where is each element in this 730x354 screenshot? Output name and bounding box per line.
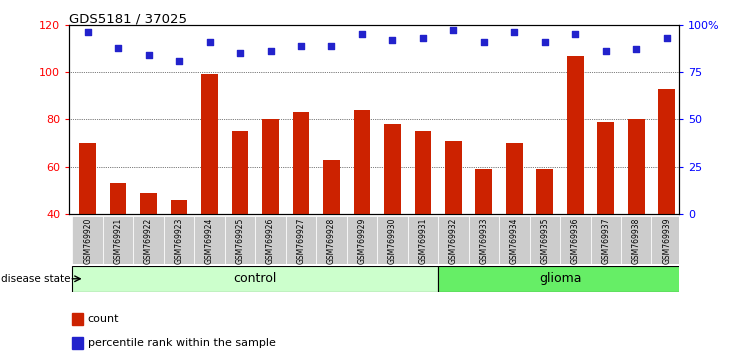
Text: GSM769921: GSM769921 bbox=[114, 217, 123, 264]
Text: GSM769920: GSM769920 bbox=[83, 217, 92, 264]
Text: control: control bbox=[234, 272, 277, 285]
Bar bbox=[651, 216, 682, 264]
Point bbox=[204, 39, 215, 45]
Text: GSM769925: GSM769925 bbox=[236, 217, 245, 264]
Point bbox=[265, 48, 277, 54]
Text: GSM769931: GSM769931 bbox=[418, 217, 427, 264]
Text: GSM769936: GSM769936 bbox=[571, 217, 580, 264]
Bar bbox=[377, 216, 407, 264]
Bar bbox=[469, 216, 499, 264]
Bar bbox=[560, 216, 591, 264]
Text: percentile rank within the sample: percentile rank within the sample bbox=[88, 338, 276, 348]
Bar bbox=[347, 216, 377, 264]
Bar bbox=[323, 160, 340, 309]
Text: GSM769928: GSM769928 bbox=[327, 217, 336, 264]
Bar bbox=[384, 124, 401, 309]
Bar bbox=[537, 169, 553, 309]
Text: GSM769922: GSM769922 bbox=[144, 217, 153, 264]
Bar bbox=[262, 119, 279, 309]
Bar bbox=[591, 216, 621, 264]
Text: GSM769938: GSM769938 bbox=[631, 217, 641, 264]
Bar bbox=[506, 143, 523, 309]
Text: GSM769937: GSM769937 bbox=[602, 217, 610, 264]
Point bbox=[417, 35, 429, 41]
Text: count: count bbox=[88, 314, 119, 324]
Bar bbox=[134, 216, 164, 264]
Bar bbox=[567, 56, 584, 309]
Point bbox=[509, 29, 520, 35]
Point bbox=[569, 32, 581, 37]
Bar bbox=[171, 200, 188, 309]
Point bbox=[143, 52, 155, 58]
Point bbox=[234, 50, 246, 56]
Text: GSM769939: GSM769939 bbox=[662, 217, 671, 264]
Bar bbox=[255, 216, 285, 264]
Text: glioma: glioma bbox=[539, 272, 581, 285]
Point bbox=[82, 29, 93, 35]
Text: GDS5181 / 37025: GDS5181 / 37025 bbox=[69, 12, 188, 25]
Point bbox=[447, 28, 459, 33]
Point bbox=[387, 37, 399, 43]
Bar bbox=[415, 131, 431, 309]
Bar bbox=[597, 122, 614, 309]
Bar bbox=[293, 112, 310, 309]
Bar bbox=[164, 216, 194, 264]
Bar bbox=[225, 216, 256, 264]
Text: GSM769923: GSM769923 bbox=[174, 217, 183, 264]
Text: GSM769930: GSM769930 bbox=[388, 217, 397, 264]
Text: GSM769927: GSM769927 bbox=[296, 217, 305, 264]
Text: GSM769935: GSM769935 bbox=[540, 217, 549, 264]
Text: GSM769933: GSM769933 bbox=[480, 217, 488, 264]
Point bbox=[600, 48, 612, 54]
Point bbox=[631, 47, 642, 52]
Point bbox=[112, 45, 124, 50]
Text: GSM769932: GSM769932 bbox=[449, 217, 458, 264]
Bar bbox=[658, 89, 675, 309]
Text: GSM769926: GSM769926 bbox=[266, 217, 275, 264]
Bar bbox=[316, 216, 347, 264]
Bar bbox=[285, 216, 316, 264]
Point bbox=[478, 39, 490, 45]
Text: disease state: disease state bbox=[1, 274, 71, 284]
Bar bbox=[529, 216, 560, 264]
Bar bbox=[499, 216, 529, 264]
Text: GSM769929: GSM769929 bbox=[358, 217, 366, 264]
Point bbox=[173, 58, 185, 64]
Bar bbox=[621, 216, 651, 264]
Bar bbox=[72, 216, 103, 264]
Bar bbox=[475, 169, 492, 309]
Bar bbox=[194, 216, 225, 264]
Point bbox=[326, 43, 337, 48]
Bar bbox=[140, 193, 157, 309]
Bar bbox=[201, 74, 218, 309]
Bar bbox=[353, 110, 370, 309]
Bar bbox=[110, 183, 126, 309]
Bar bbox=[438, 266, 682, 292]
Bar bbox=[72, 266, 438, 292]
Bar bbox=[231, 131, 248, 309]
Point bbox=[356, 32, 368, 37]
Point bbox=[295, 43, 307, 48]
Bar bbox=[407, 216, 438, 264]
Point bbox=[539, 39, 550, 45]
Point bbox=[661, 35, 672, 41]
Bar bbox=[72, 313, 83, 325]
Bar bbox=[628, 119, 645, 309]
Text: GSM769924: GSM769924 bbox=[205, 217, 214, 264]
Bar bbox=[445, 141, 462, 309]
Bar bbox=[72, 337, 83, 349]
Bar bbox=[438, 216, 469, 264]
Bar bbox=[80, 143, 96, 309]
Text: GSM769934: GSM769934 bbox=[510, 217, 519, 264]
Bar bbox=[103, 216, 134, 264]
